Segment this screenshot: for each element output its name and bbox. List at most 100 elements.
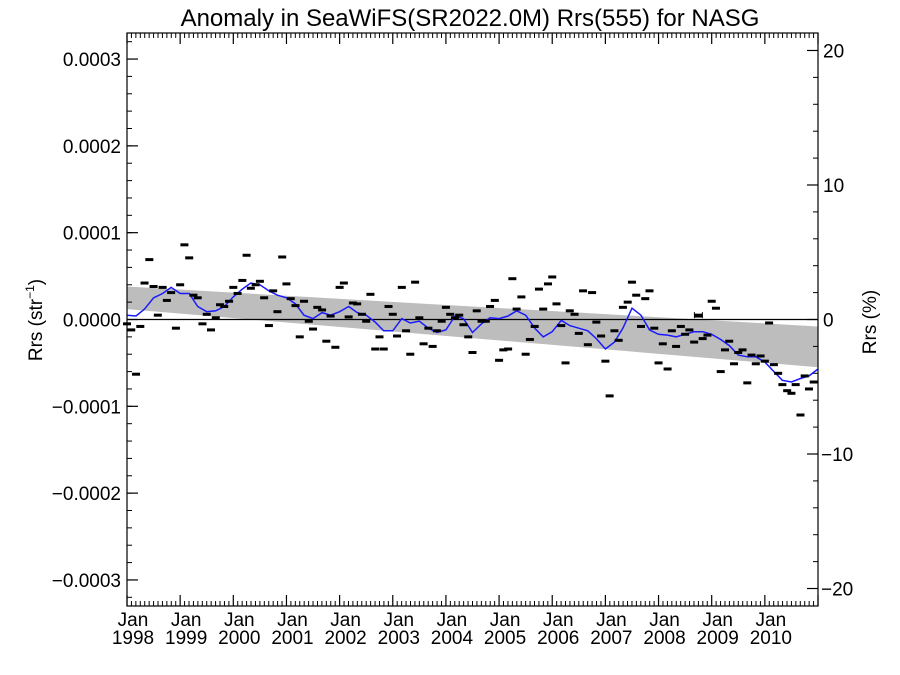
data-point (211, 316, 220, 320)
data-point (233, 291, 242, 295)
data-point (278, 255, 287, 259)
data-point (464, 335, 473, 339)
data-point (149, 285, 158, 289)
data-point (570, 312, 579, 316)
data-point (371, 347, 380, 351)
data-point (747, 353, 756, 357)
data-point (676, 324, 685, 328)
y-tick-label: −0.0003 (52, 571, 121, 592)
data-point (286, 297, 295, 301)
data-point (618, 305, 627, 309)
data-point (667, 329, 676, 333)
data-point (574, 331, 583, 335)
data-point (734, 350, 743, 354)
x-tick-label-month: Jan (118, 610, 149, 631)
data-point (672, 344, 681, 348)
data-point (645, 289, 654, 293)
data-point (300, 299, 309, 303)
data-point (641, 297, 650, 301)
data-point (402, 329, 411, 333)
data-point (623, 300, 632, 304)
data-point (530, 324, 539, 328)
data-point (650, 326, 659, 330)
data-point (565, 309, 574, 313)
data-point (379, 347, 388, 351)
data-point (663, 367, 672, 371)
data-point (162, 298, 171, 302)
running-mean-layer (126, 282, 819, 383)
x-tick-label-month: Jan (756, 610, 787, 631)
x-tick-label-year: 2008 (643, 628, 685, 649)
data-point (415, 316, 424, 320)
data-point (711, 306, 720, 310)
data-point (521, 352, 530, 356)
data-point (778, 383, 787, 387)
data-point (791, 383, 800, 387)
data-point (495, 358, 504, 362)
data-point (180, 243, 189, 247)
x-tick-label-month: Jan (490, 610, 521, 631)
x-tick-label-year: 2010 (750, 628, 792, 649)
data-point (397, 285, 406, 289)
x-tick-label-month: Jan (383, 610, 414, 631)
data-point (189, 293, 198, 297)
data-point (344, 315, 353, 319)
data-point (720, 348, 729, 352)
trend-band (127, 286, 818, 368)
data-point (605, 394, 614, 398)
data-point (809, 380, 818, 384)
data-point (357, 312, 366, 316)
data-point (206, 328, 215, 332)
x-tick-label-year: 1999 (165, 628, 207, 649)
x-tick-label-year: 2002 (324, 628, 366, 649)
x-tick-label-month: Jan (596, 610, 627, 631)
y-axis-right-title: Rrs (%) (860, 290, 881, 354)
x-tick-label-year: 2004 (431, 628, 474, 649)
x-tick-labels: Jan1998Jan1999Jan2000Jan2001Jan2002Jan20… (112, 610, 792, 649)
data-point (512, 307, 521, 311)
data-point (716, 370, 725, 374)
data-point (176, 283, 185, 287)
data-point (202, 312, 211, 316)
data-point (450, 316, 459, 320)
y-tick-label: 0.0000 (63, 311, 121, 332)
data-point (552, 302, 561, 306)
data-point (707, 299, 716, 303)
data-point (654, 361, 663, 365)
data-point (525, 337, 534, 341)
data-point (738, 348, 747, 352)
y-axis-left-title-main: Rrs (str (26, 298, 47, 361)
data-point (703, 333, 712, 337)
x-tick-label-month: Jan (224, 610, 255, 631)
data-point (579, 289, 588, 293)
data-point (393, 334, 402, 338)
y-axis-left-title-sup: −1 (23, 285, 37, 299)
y-tick-label: −0.0001 (52, 397, 121, 418)
data-point (362, 319, 371, 323)
data-point (583, 343, 592, 347)
data-point (216, 303, 225, 307)
data-point (388, 312, 397, 316)
data-point (437, 319, 446, 323)
data-point (127, 328, 136, 332)
data-point (339, 281, 348, 285)
data-point (787, 391, 796, 395)
data-point (730, 362, 739, 366)
chart-title: Anomaly in SeaWiFS(SR2022.0M) Rrs(555) f… (181, 5, 760, 32)
data-point (318, 308, 327, 312)
x-tick-label-month: Jan (543, 610, 574, 631)
data-point (774, 371, 783, 375)
data-point (627, 280, 636, 284)
data-point (760, 359, 769, 363)
data-point (158, 285, 167, 289)
x-tick-label-month: Jan (171, 610, 202, 631)
data-point (446, 312, 455, 316)
data-point (264, 324, 273, 328)
data-point (411, 280, 420, 284)
data-point (588, 291, 597, 295)
data-point (309, 327, 318, 331)
data-point (242, 253, 251, 257)
data-point (185, 256, 194, 260)
data-point (800, 374, 809, 378)
y-right-tick-label: 0 (823, 311, 834, 332)
